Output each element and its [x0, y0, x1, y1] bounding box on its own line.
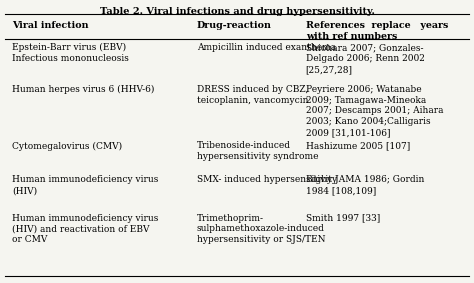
Text: References  replace   years
with ref numbers: References replace years with ref number…	[306, 21, 448, 41]
Text: Trimethoprim-
sulphamethoxazole-induced
hypersensitivity or SJS/TEN: Trimethoprim- sulphamethoxazole-induced …	[197, 214, 325, 244]
Text: Human immunodeficiency virus
(HIV) and reactivation of EBV
or CMV: Human immunodeficiency virus (HIV) and r…	[12, 214, 158, 244]
Text: Hashizume 2005 [107]: Hashizume 2005 [107]	[306, 142, 410, 151]
Text: Cytomegalovirus (CMV): Cytomegalovirus (CMV)	[12, 142, 122, 151]
Text: Smith 1997 [33]: Smith 1997 [33]	[306, 214, 380, 223]
Text: Tribenoside-induced
hypersensitivity syndrome: Tribenoside-induced hypersensitivity syn…	[197, 142, 318, 161]
Text: Bigby JAMA 1986; Gordin
1984 [108,109]: Bigby JAMA 1986; Gordin 1984 [108,109]	[306, 175, 424, 195]
Text: Human immunodeficiency virus
(HIV): Human immunodeficiency virus (HIV)	[12, 175, 158, 195]
Text: DRESS induced by CBZ,
teicoplanin, vancomycin: DRESS induced by CBZ, teicoplanin, vanco…	[197, 85, 308, 105]
Text: Shiohara 2007; Gonzales-
Delgado 2006; Renn 2002
[25,27,28]: Shiohara 2007; Gonzales- Delgado 2006; R…	[306, 43, 425, 74]
Text: Table 2. Viral infections and drug hypersensitivity.: Table 2. Viral infections and drug hyper…	[100, 7, 374, 16]
Text: Viral infection: Viral infection	[12, 21, 88, 30]
Text: SMX- induced hypersensitivity: SMX- induced hypersensitivity	[197, 175, 337, 185]
Text: Drug-reaction: Drug-reaction	[197, 21, 272, 30]
Text: Peyriere 2006; Watanabe
2009; Tamagawa-Mineoka
2007; Descamps 2001; Aihara
2003;: Peyriere 2006; Watanabe 2009; Tamagawa-M…	[306, 85, 443, 137]
Text: Human herpes virus 6 (HHV-6): Human herpes virus 6 (HHV-6)	[12, 85, 154, 94]
Text: Epstein-Barr virus (EBV)
Infectious mononucleosis: Epstein-Barr virus (EBV) Infectious mono…	[12, 43, 129, 63]
Text: Ampicillin induced exanthema: Ampicillin induced exanthema	[197, 43, 336, 52]
